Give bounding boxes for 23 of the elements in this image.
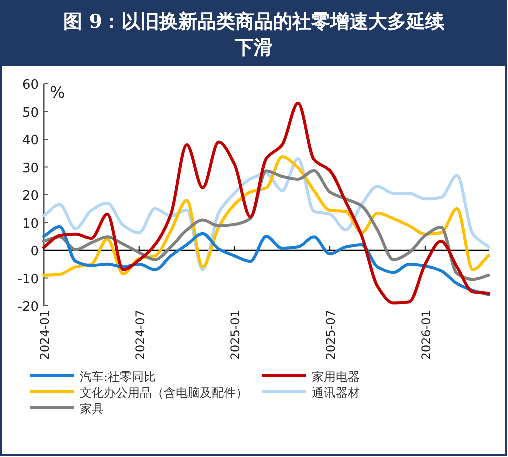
x-tick-label: 2025-01 <box>228 310 243 360</box>
y-tick-label: 30 <box>22 161 39 176</box>
line-series <box>42 102 490 305</box>
y-tick-label: 10 <box>22 216 39 232</box>
y-tick-label: 20 <box>22 189 39 204</box>
x-tick-label: 2026-01 <box>419 310 434 360</box>
y-tick-label: -10 <box>18 272 39 288</box>
chart-title: 图 9：以旧换新品类商品的社零增速大多延续下滑 <box>64 11 446 59</box>
y-tick-label: 40 <box>22 134 39 148</box>
legend-label: 通讯器材 <box>312 386 360 400</box>
y-axis-title: % <box>50 83 66 102</box>
y-tick-label: 0 <box>30 244 39 260</box>
y-tick-label: 60 <box>22 78 39 93</box>
x-tick-label: 2024-01 <box>38 310 52 360</box>
legend-label: 汽车:社零同比 <box>80 370 156 384</box>
line-series <box>42 225 490 296</box>
legend-label: 文化办公用品（含电脑及配件） <box>80 386 248 400</box>
x-tick-label: 2025-07 <box>324 310 338 360</box>
y-tick-label: -20 <box>18 300 39 315</box>
legend-label: 家用电器 <box>312 370 360 384</box>
y-tick-label: 50 <box>22 106 39 121</box>
legend-label: 家具 <box>80 402 104 416</box>
x-tick-label: 2024-07 <box>133 310 148 360</box>
